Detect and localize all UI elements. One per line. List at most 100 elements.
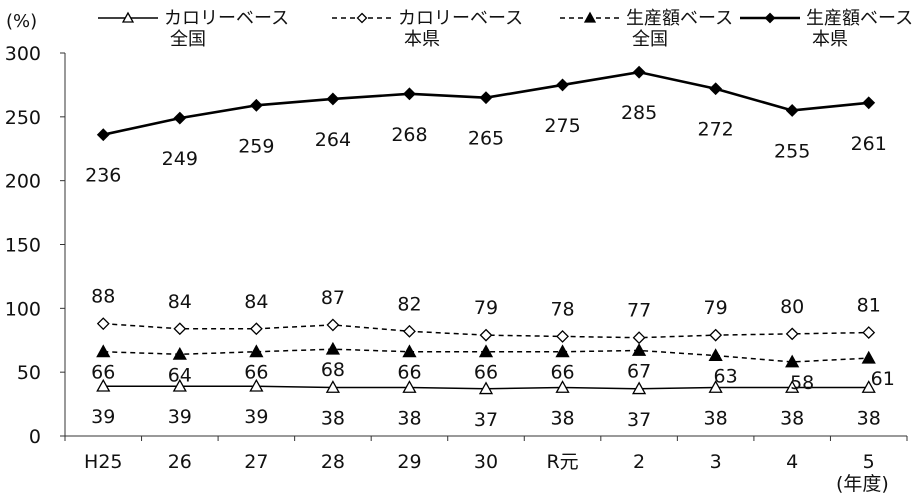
data-point — [172, 346, 187, 360]
data-point — [556, 330, 569, 343]
y-tick-label: 100 — [5, 298, 41, 320]
data-point — [325, 380, 341, 393]
data-label: 264 — [315, 129, 351, 151]
data-label: 77 — [627, 300, 651, 322]
data-point — [785, 104, 799, 117]
data-label: 81 — [857, 295, 881, 317]
legend-label: 生産額ベース — [806, 8, 913, 29]
data-label: 78 — [550, 298, 574, 320]
legend-label: 全国 — [632, 29, 668, 50]
y-tick-label: 200 — [5, 171, 41, 193]
data-point — [632, 65, 646, 79]
data-point — [356, 12, 368, 24]
x-tick-label: H25 — [84, 451, 122, 473]
data-label: 249 — [162, 148, 198, 170]
data-label: 88 — [91, 286, 115, 308]
data-label: 37 — [474, 409, 498, 431]
data-label: 261 — [851, 133, 887, 155]
data-point — [583, 11, 597, 23]
data-label: 39 — [91, 406, 115, 428]
data-label: 255 — [774, 140, 810, 162]
x-tick-label: 26 — [168, 451, 192, 473]
data-label: 272 — [698, 119, 734, 141]
data-label: 236 — [85, 165, 121, 187]
data-point — [325, 341, 341, 355]
data-point — [172, 378, 187, 392]
data-label: 66 — [474, 362, 498, 384]
legend-label: 本県 — [404, 29, 440, 50]
data-point — [709, 328, 723, 342]
data-point — [785, 354, 800, 368]
data-point — [249, 98, 263, 112]
data-point — [764, 12, 776, 24]
data-label: 67 — [627, 360, 651, 382]
y-unit-label: (%) — [6, 11, 37, 32]
data-label: 58 — [790, 372, 814, 394]
x-tick-label: 3 — [710, 451, 722, 473]
data-label: 84 — [168, 291, 192, 313]
data-label: 66 — [91, 362, 115, 384]
data-point — [478, 344, 494, 358]
data-label: 38 — [780, 407, 804, 429]
data-label: 39 — [168, 406, 192, 428]
x-tick-label: 5 — [863, 451, 875, 473]
x-tick-label: 28 — [321, 451, 345, 473]
data-point — [96, 128, 110, 142]
data-label: 79 — [704, 297, 728, 319]
y-tick-label: 50 — [17, 362, 41, 384]
x-tick-label: 29 — [397, 451, 421, 473]
data-point — [173, 111, 187, 125]
data-point — [402, 380, 417, 393]
x-tick-label: 27 — [244, 451, 268, 473]
legend-label: 全国 — [170, 29, 206, 50]
data-labels: 39 39 39 38 38 37 38 37 38 38 38 88 84 84 87 82 79 78 77 79… — [85, 102, 895, 431]
legend-label: 生産額ベース — [626, 8, 733, 29]
axes: 0 50 100 150 200 250 300 H25 26 27 28 29 30 R元 2 3 4 5 — [5, 43, 908, 473]
data-point — [785, 380, 800, 393]
data-point — [479, 91, 493, 105]
y-tick-label: 250 — [5, 107, 41, 129]
data-label: 37 — [627, 409, 651, 431]
data-label: 38 — [397, 407, 421, 429]
series-1 — [96, 378, 876, 395]
y-tick-label: 0 — [29, 426, 41, 448]
data-label: 39 — [244, 406, 268, 428]
data-point — [785, 327, 799, 341]
data-point — [326, 318, 340, 332]
data-label: 66 — [397, 362, 421, 384]
x-tick-label: R元 — [546, 451, 578, 473]
data-label: 285 — [621, 102, 657, 124]
series-4 — [96, 65, 876, 142]
data-label: 259 — [238, 135, 274, 157]
data-label: 87 — [321, 287, 345, 309]
data-label: 80 — [780, 296, 804, 318]
data-label: 38 — [321, 407, 345, 429]
x-tick-label: 2 — [633, 451, 645, 473]
data-point — [861, 350, 876, 364]
data-label: 64 — [168, 364, 192, 386]
data-label: 61 — [871, 368, 895, 390]
data-point — [121, 11, 135, 23]
data-point — [479, 328, 493, 342]
data-point — [708, 380, 723, 393]
data-point — [632, 331, 646, 345]
data-point — [478, 381, 494, 395]
x-unit-label: (年度) — [836, 473, 889, 495]
x-tick-label: 30 — [474, 451, 498, 473]
data-point — [862, 326, 876, 340]
data-point — [555, 344, 570, 358]
data-label: 79 — [474, 297, 498, 319]
data-point — [403, 324, 416, 338]
data-label: 66 — [550, 362, 574, 384]
y-tick-label: 150 — [5, 235, 41, 257]
data-point — [708, 348, 723, 362]
data-label: 265 — [468, 128, 504, 150]
data-point — [631, 343, 647, 356]
data-point — [402, 344, 417, 358]
data-point — [96, 317, 110, 331]
